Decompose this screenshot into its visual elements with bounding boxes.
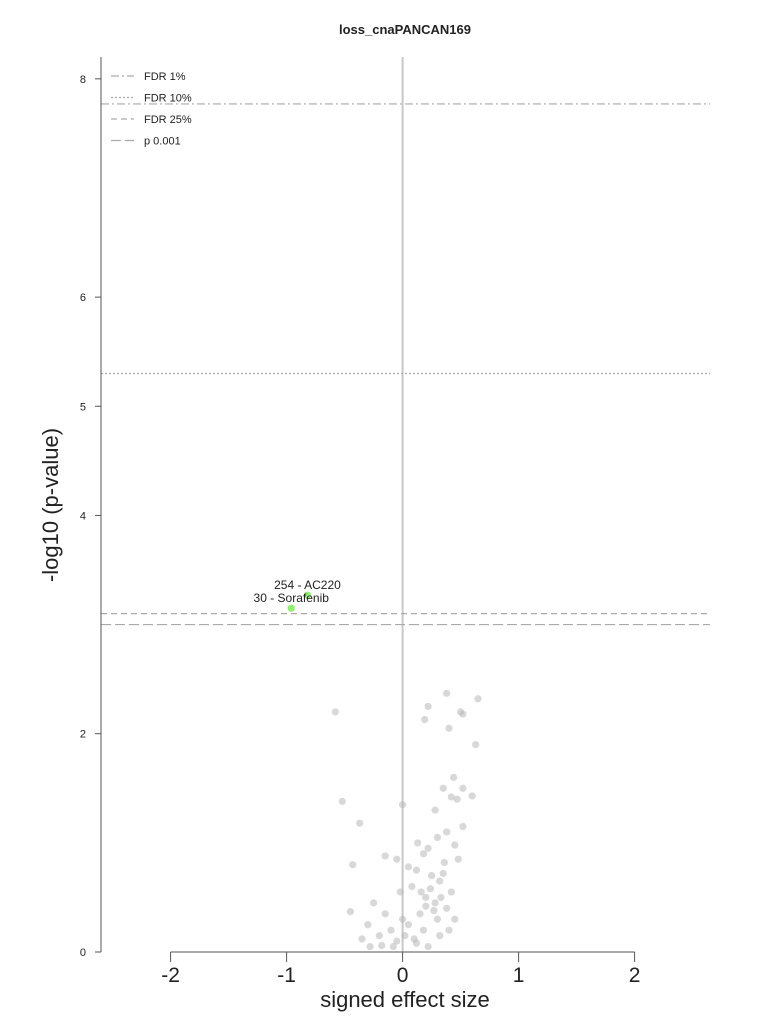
data-point bbox=[474, 695, 482, 703]
data-point bbox=[451, 915, 459, 923]
axes: -2 -1 0 1 2 0 2 4 5 6 8 bbox=[80, 57, 641, 987]
data-point bbox=[457, 708, 465, 716]
data-point bbox=[331, 708, 339, 716]
data-point bbox=[436, 877, 444, 885]
data-point bbox=[389, 942, 397, 951]
x-tick-label: -2 bbox=[161, 964, 180, 987]
x-tick-label: 1 bbox=[513, 964, 525, 987]
highlight-label-0: 254 - AC220 bbox=[274, 578, 341, 592]
data-point bbox=[358, 935, 366, 943]
y-tick-label: 4 bbox=[80, 510, 86, 522]
data-point bbox=[404, 863, 412, 871]
data-point bbox=[468, 792, 476, 800]
data-point bbox=[453, 795, 461, 803]
highlight-point-1 bbox=[287, 604, 295, 612]
data-point bbox=[447, 793, 455, 801]
data-point bbox=[445, 926, 453, 934]
y-tick-label: 5 bbox=[80, 401, 86, 413]
data-point bbox=[437, 893, 445, 902]
data-point bbox=[416, 910, 424, 918]
data-point bbox=[443, 904, 451, 912]
data-point bbox=[393, 937, 401, 945]
data-point bbox=[472, 741, 480, 749]
data-point bbox=[338, 797, 346, 805]
data-point bbox=[430, 906, 438, 915]
data-point bbox=[439, 784, 447, 792]
data-point bbox=[387, 926, 395, 934]
data-point bbox=[428, 871, 436, 880]
x-tick-label: 0 bbox=[397, 964, 409, 987]
y-tick-label: 6 bbox=[80, 292, 86, 304]
data-point bbox=[419, 926, 428, 934]
legend-label-0: FDR 1% bbox=[144, 71, 186, 83]
data-point bbox=[433, 833, 441, 841]
data-point bbox=[459, 822, 467, 831]
data-point bbox=[436, 932, 444, 940]
data-point bbox=[349, 861, 357, 869]
data-point bbox=[431, 806, 439, 814]
chart-title: loss_cnaPANCAN169 bbox=[339, 22, 471, 37]
data-point bbox=[443, 828, 451, 836]
data-point bbox=[447, 888, 455, 896]
data-point bbox=[399, 801, 407, 809]
data-point bbox=[439, 869, 447, 878]
legend-label-3: p 0.001 bbox=[144, 136, 181, 148]
data-point bbox=[440, 858, 448, 867]
data-point bbox=[412, 939, 421, 947]
data-point bbox=[378, 941, 386, 950]
data-point bbox=[412, 866, 421, 874]
data-point bbox=[417, 888, 425, 896]
data-point bbox=[424, 702, 432, 711]
data-point bbox=[399, 915, 407, 923]
data-point bbox=[422, 893, 430, 902]
data-point bbox=[414, 839, 422, 847]
data-point bbox=[375, 932, 383, 940]
data-point bbox=[346, 908, 354, 916]
points-layer bbox=[331, 689, 482, 951]
data-point bbox=[381, 910, 389, 918]
data-point bbox=[450, 773, 458, 781]
data-point bbox=[422, 902, 430, 910]
data-point bbox=[364, 921, 372, 929]
data-point bbox=[381, 852, 389, 860]
data-point bbox=[421, 715, 429, 724]
threshold-lines bbox=[101, 103, 710, 626]
highlight-point-0 bbox=[303, 591, 312, 599]
y-axis-label: -log10 (p-value) bbox=[38, 428, 63, 582]
data-point bbox=[424, 942, 432, 951]
data-point bbox=[401, 932, 409, 940]
data-point bbox=[431, 899, 439, 907]
data-point bbox=[419, 850, 428, 858]
data-point bbox=[445, 724, 453, 732]
legend: FDR 1% FDR 10% FDR 25% p 0.001 bbox=[111, 71, 192, 148]
data-point bbox=[433, 915, 441, 923]
x-tick-label: 2 bbox=[629, 964, 641, 987]
data-point bbox=[454, 855, 462, 863]
data-point bbox=[370, 899, 378, 907]
data-point bbox=[393, 855, 401, 863]
highlight-label-1: 30 - Sorafenib bbox=[254, 591, 330, 605]
data-point bbox=[443, 689, 451, 697]
y-tick-label: 2 bbox=[80, 729, 86, 741]
data-point bbox=[396, 888, 404, 896]
data-point bbox=[366, 942, 374, 951]
x-tick-label: -1 bbox=[277, 964, 296, 987]
data-point bbox=[459, 784, 467, 792]
data-point bbox=[356, 819, 364, 827]
data-point bbox=[424, 844, 432, 852]
data-point bbox=[408, 882, 416, 891]
y-tick-label: 0 bbox=[80, 947, 86, 959]
data-point bbox=[451, 841, 459, 849]
legend-label-1: FDR 10% bbox=[144, 93, 192, 105]
legend-label-2: FDR 25% bbox=[144, 114, 192, 126]
data-point bbox=[426, 885, 435, 893]
y-tick-label: 8 bbox=[80, 74, 86, 86]
data-point bbox=[404, 921, 412, 929]
x-axis-label: signed effect size bbox=[320, 987, 490, 1012]
